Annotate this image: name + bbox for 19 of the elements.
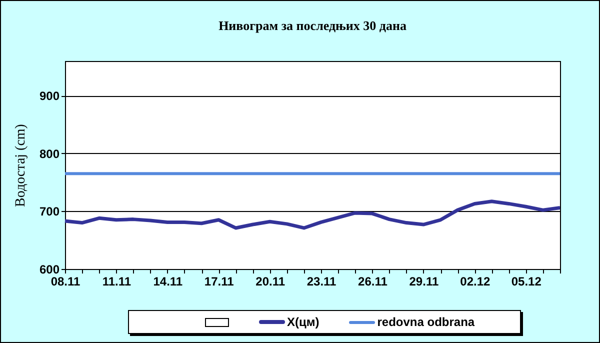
chart-title: Нивограм за последњих 30 дана: [218, 18, 407, 33]
x-tick-label: 23.11: [306, 274, 337, 288]
x-tick-label: 29.11: [409, 274, 439, 288]
y-tick-label: 900: [39, 89, 60, 104]
legend-label: X(цм): [287, 315, 320, 329]
line-series: [63, 200, 562, 230]
legend-label: redovna odbrana: [377, 315, 475, 329]
x-tick-label: 17.11: [204, 274, 234, 288]
y-axis-title: Водостај (cm): [13, 124, 28, 207]
x-tick-label: 14.11: [153, 274, 183, 288]
y-tick-label: 700: [39, 204, 60, 219]
x-tick-label: 02.12: [460, 274, 490, 288]
x-tick-label: 26.11: [358, 274, 388, 288]
x-tick-label: 05.12: [511, 274, 542, 288]
x-tick-label: 20.11: [256, 274, 286, 288]
y-tick-label: 800: [39, 146, 60, 161]
x-tick-label: 08.11: [50, 274, 81, 288]
x-tick-label: 11.11: [102, 274, 132, 288]
y-tick-label: 600: [39, 262, 60, 276]
